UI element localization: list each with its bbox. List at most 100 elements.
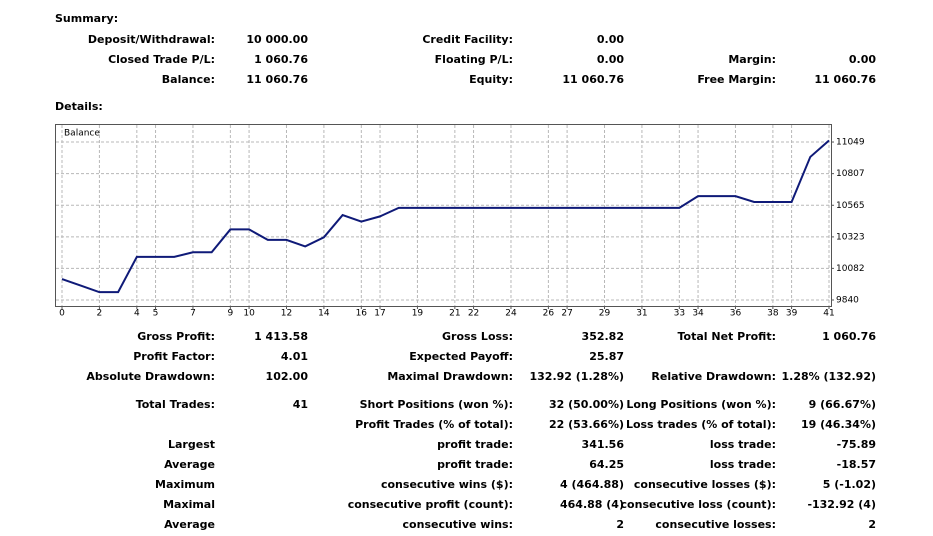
x-tick-label: 2 xyxy=(97,309,103,319)
y-tick-label: 11049 xyxy=(836,138,865,148)
label: loss trade: xyxy=(710,458,776,471)
label: Absolute Drawdown: xyxy=(86,370,215,383)
x-tick-label: 41 xyxy=(823,309,834,319)
value: 464.88 (4) xyxy=(560,498,624,511)
label: Equity: xyxy=(469,73,513,86)
label: consecutive wins: xyxy=(403,518,513,531)
y-tick-label: 10807 xyxy=(836,169,865,179)
value: 102.00 xyxy=(266,370,309,383)
value: -132.92 (4) xyxy=(807,498,876,511)
value: 132.92 (1.28%) xyxy=(530,370,625,383)
x-tick-label: 31 xyxy=(636,309,647,319)
label: consecutive profit (count): xyxy=(348,498,513,511)
value: 2 xyxy=(868,518,876,531)
value: 9 (66.67%) xyxy=(809,398,876,411)
plot-frame xyxy=(55,124,832,307)
y-tick-label: 10565 xyxy=(836,201,865,211)
label: consecutive losses: xyxy=(655,518,776,531)
value: 0.00 xyxy=(597,53,624,66)
x-tick-label: 21 xyxy=(449,309,460,319)
value: 0.00 xyxy=(597,33,624,46)
label: Maximal Drawdown: xyxy=(387,370,513,383)
details-title: Details: xyxy=(55,100,103,113)
y-tick-label: 10323 xyxy=(836,232,865,242)
label: Total Trades: xyxy=(136,398,215,411)
x-tick-label: 14 xyxy=(318,309,330,319)
x-tick-label: 7 xyxy=(190,309,196,319)
label: Gross Profit: xyxy=(137,330,215,343)
x-tick-label: 36 xyxy=(730,309,742,319)
value: 41 xyxy=(293,398,308,411)
x-tick-label: 33 xyxy=(674,309,685,319)
value: 352.82 xyxy=(582,330,624,343)
value: 64.25 xyxy=(589,458,624,471)
y-tick-label: 9840 xyxy=(836,295,859,305)
value: 11 060.76 xyxy=(814,73,876,86)
value: -75.89 xyxy=(837,438,876,451)
label: Average xyxy=(164,518,215,531)
label: Deposit/Withdrawal: xyxy=(88,33,215,46)
value: 1.28% (132.92) xyxy=(782,370,877,383)
label: Gross Loss: xyxy=(442,330,513,343)
label: Closed Trade P/L: xyxy=(108,53,215,66)
x-tick-label: 5 xyxy=(153,309,159,319)
label: Profit Factor: xyxy=(133,350,215,363)
x-tick-label: 12 xyxy=(281,309,292,319)
label: Loss trades (% of total): xyxy=(626,418,776,431)
value: 1 413.58 xyxy=(254,330,308,343)
value: 10 000.00 xyxy=(246,33,308,46)
x-tick-label: 34 xyxy=(692,309,704,319)
x-tick-label: 26 xyxy=(543,309,555,319)
label: Relative Drawdown: xyxy=(651,370,776,383)
value: 25.87 xyxy=(589,350,624,363)
value: 32 (50.00%) xyxy=(549,398,624,411)
value: 11 060.76 xyxy=(246,73,308,86)
x-tick-label: 16 xyxy=(356,309,368,319)
x-tick-label: 29 xyxy=(599,309,611,319)
label: Credit Facility: xyxy=(422,33,513,46)
label: Maximum xyxy=(155,478,215,491)
label: profit trade: xyxy=(437,438,513,451)
value: 1 060.76 xyxy=(822,330,876,343)
label: Free Margin: xyxy=(697,73,776,86)
x-tick-label: 4 xyxy=(134,309,140,319)
label: Margin: xyxy=(728,53,776,66)
label: Balance: xyxy=(162,73,215,86)
balance-line xyxy=(61,139,830,294)
value: 4.01 xyxy=(281,350,308,363)
x-tick-label: 10 xyxy=(243,309,255,319)
y-tick-label: 10082 xyxy=(836,264,865,274)
value: 5 (-1.02) xyxy=(823,478,876,491)
x-tick-label: 22 xyxy=(468,309,479,319)
x-tick-label: 24 xyxy=(505,309,517,319)
value: 19 (46.34%) xyxy=(801,418,876,431)
label: Largest xyxy=(168,438,215,451)
value: 1 060.76 xyxy=(254,53,308,66)
label: Profit Trades (% of total): xyxy=(355,418,513,431)
x-tick-label: 0 xyxy=(59,309,65,319)
label: consecutive losses ($): xyxy=(634,478,776,491)
value: 22 (53.66%) xyxy=(549,418,624,431)
label: consecutive loss (count): xyxy=(621,498,776,511)
x-tick-label: 38 xyxy=(767,309,779,319)
value: 341.56 xyxy=(582,438,625,451)
value: 4 (464.88) xyxy=(560,478,624,491)
value: 0.00 xyxy=(849,53,876,66)
value: -18.57 xyxy=(837,458,876,471)
label: consecutive wins ($): xyxy=(381,478,513,491)
label: Long Positions (won %): xyxy=(626,398,776,411)
label: Total Net Profit: xyxy=(678,330,777,343)
value: 11 060.76 xyxy=(562,73,624,86)
x-tick-label: 39 xyxy=(786,309,798,319)
summary-title: Summary: xyxy=(55,12,118,25)
legend-entry: Balance xyxy=(64,129,100,139)
label: profit trade: xyxy=(437,458,513,471)
x-tick-label: 27 xyxy=(561,309,572,319)
label: Short Positions (won %): xyxy=(360,398,513,411)
label: Floating P/L: xyxy=(435,53,513,66)
label: Maximal xyxy=(163,498,215,511)
value: 2 xyxy=(616,518,624,531)
x-tick-label: 19 xyxy=(412,309,424,319)
label: Average xyxy=(164,458,215,471)
